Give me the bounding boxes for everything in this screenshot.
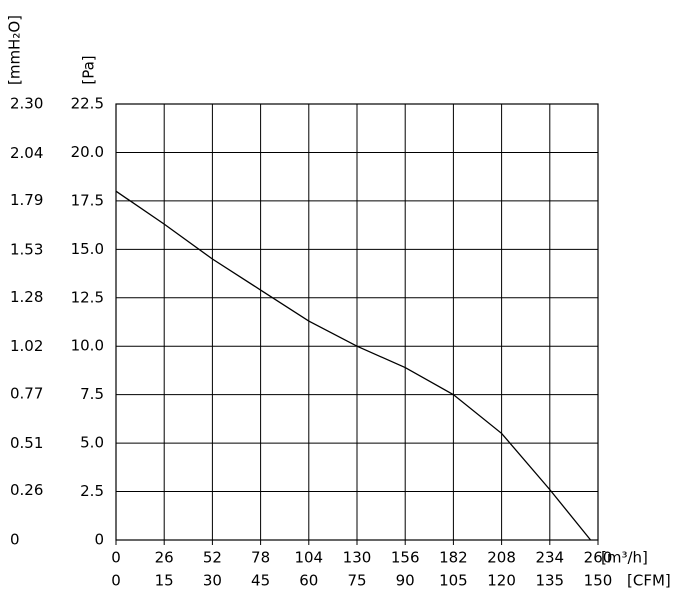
x-tick-label: 0 [111, 549, 121, 567]
x2-tick-label: 60 [299, 572, 318, 590]
y2-tick-label: 2.30 [10, 95, 43, 113]
x-tick-label: 182 [439, 549, 468, 567]
x2-tick-label: 75 [347, 572, 366, 590]
x2-tick-label: 15 [155, 572, 174, 590]
y2-axis-label: [mmH₂O] [6, 15, 24, 85]
y-tick-label: 5.0 [80, 434, 104, 452]
x2-tick-label: 135 [535, 572, 564, 590]
x2-tick-label: 150 [584, 572, 613, 590]
y2-tick-label: 0.26 [10, 481, 43, 499]
plot-frame [115, 103, 599, 541]
x2-axis-label: [CFM] [627, 572, 671, 590]
x-tick-label: 208 [487, 549, 516, 567]
x-axis-label: [m³/h] [601, 549, 648, 567]
y2-tick-label: 1.79 [10, 191, 43, 209]
x-tick-label: 260 [584, 549, 613, 567]
y2-tick-label: 1.02 [10, 337, 43, 355]
x-tick-label: 130 [343, 549, 372, 567]
y-tick-label: 20.0 [71, 143, 104, 161]
x-tick-label: 52 [203, 549, 222, 567]
y2-tick-label: 0 [10, 531, 20, 549]
x2-tick-label: 30 [203, 572, 222, 590]
x2-tick-label: 45 [251, 572, 270, 590]
y-tick-label: 10.0 [71, 337, 104, 355]
y-tick-label: 7.5 [80, 385, 104, 403]
x-tick-label: 156 [391, 549, 420, 567]
y2-tick-label: 1.28 [10, 288, 43, 306]
y-tick-label: 15.0 [71, 240, 104, 258]
x-tick-label: 78 [251, 549, 270, 567]
x-tick-label: 26 [155, 549, 174, 567]
y-tick-label: 2.5 [80, 482, 104, 500]
x-tick-label: 104 [294, 549, 323, 567]
y2-tick-label: 2.04 [10, 144, 43, 162]
y-tick-label: 12.5 [71, 288, 104, 306]
y-axis-label: [Pa] [80, 55, 98, 84]
x2-tick-label: 90 [396, 572, 415, 590]
x-tick-label: 234 [535, 549, 564, 567]
y2-tick-label: 1.53 [10, 240, 43, 258]
y2-tick-label: 0.77 [10, 385, 43, 403]
x2-tick-label: 0 [111, 572, 121, 590]
y2-tick-label: 0.51 [10, 434, 43, 452]
y-tick-label: 22.5 [71, 95, 104, 113]
x2-tick-label: 120 [487, 572, 516, 590]
y-tick-label: 0 [94, 531, 104, 549]
curve [115, 190, 592, 541]
y-tick-label: 17.5 [71, 191, 104, 209]
x2-tick-label: 105 [439, 572, 468, 590]
